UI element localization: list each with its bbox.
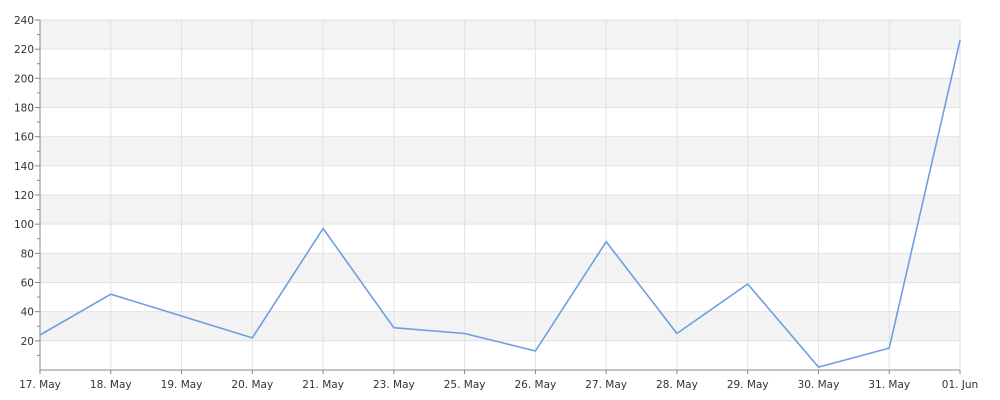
x-tick-label: 31. May (868, 379, 910, 391)
grid-band (40, 20, 960, 50)
y-tick-label: 20 (21, 336, 34, 348)
y-tick-label: 200 (14, 73, 34, 85)
grid-band (40, 311, 960, 341)
y-tick-label: 120 (14, 190, 34, 202)
grid-band (40, 253, 960, 283)
x-tick-label: 30. May (798, 379, 840, 391)
y-tick-label: 160 (14, 132, 34, 144)
x-tick-label: 25. May (444, 379, 486, 391)
x-tick-label: 29. May (727, 379, 769, 391)
x-tick-label: 18. May (90, 379, 132, 391)
x-tick-label: 23. May (373, 379, 415, 391)
x-tick-label: 21. May (302, 379, 344, 391)
x-tick-label: 27. May (585, 379, 627, 391)
series-line (39, 39, 961, 368)
grid-band (40, 78, 960, 108)
y-tick-label: 240 (14, 15, 34, 27)
y-tick-label: 60 (21, 278, 34, 290)
x-tick-label: 19. May (161, 379, 203, 391)
y-tick-label: 180 (14, 103, 34, 115)
y-tick-label: 100 (14, 219, 34, 231)
x-tick-label: 17. May (19, 379, 61, 391)
x-tick-label: 26. May (515, 379, 557, 391)
y-tick-label: 80 (21, 248, 34, 260)
x-tick-label: 01. Jun (942, 379, 978, 391)
y-tick-label: 220 (14, 44, 34, 56)
grid-band (40, 136, 960, 166)
x-tick-label: 28. May (656, 379, 698, 391)
x-tick-label: 20. May (231, 379, 273, 391)
y-tick-label: 40 (21, 307, 34, 319)
grid-band (40, 195, 960, 225)
y-tick-label: 140 (14, 161, 34, 173)
